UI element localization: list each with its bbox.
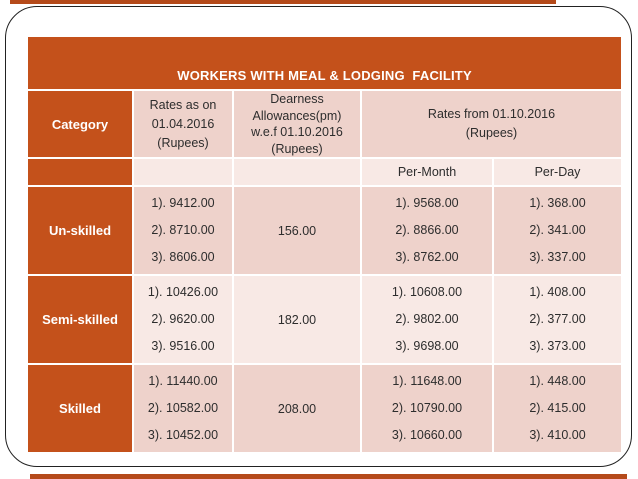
subheader-per-month: Per-Month — [362, 159, 492, 185]
rate-value: 3). 8762.00 — [395, 250, 459, 264]
rate-value: 2). 9802.00 — [395, 312, 459, 326]
rate-value: 3). 10660.00 — [391, 428, 463, 442]
header-line: (Rupees) — [157, 135, 209, 150]
rate-value: 1). 448.00 — [529, 374, 586, 388]
rate-value: 1). 408.00 — [529, 285, 586, 299]
cell-rates-as-on: 1). 11440.00 2). 10582.00 3). 10452.00 — [134, 365, 232, 452]
rate-value: 1). 11648.00 — [392, 374, 462, 388]
cell-rates-as-on: 1). 10426.00 2). 9620.00 3). 9516.00 — [134, 276, 232, 363]
rate-value: 2). 9620.00 — [151, 312, 215, 326]
header-line: (Rupees) — [271, 141, 323, 156]
cell-dearness-allowance: 182.00 — [234, 276, 360, 363]
rate-value: 1). 9568.00 — [395, 196, 459, 210]
wage-table: WORKERS WITH MEAL & LODGING FACILITY Cat… — [26, 35, 623, 454]
rate-value: 2). 8710.00 — [151, 223, 215, 237]
cell-per-month: 1). 11648.00 2). 10790.00 3). 10660.00 — [362, 365, 492, 452]
bottom-accent-strip — [30, 474, 627, 479]
subheader-spacer — [234, 159, 360, 185]
header-category: Category — [28, 91, 132, 157]
header-line: 01.04.2016 — [151, 116, 215, 131]
rate-value: 3). 9516.00 — [151, 339, 215, 353]
table-subheader-row: Per-Month Per-Day — [28, 159, 622, 185]
rate-value: 2). 10582.00 — [147, 401, 219, 415]
rate-value: 2). 8866.00 — [395, 223, 459, 237]
rate-value: 2). 377.00 — [529, 312, 586, 326]
row-unskilled: Un-skilled 1). 9412.00 2). 8710.00 3). 8… — [28, 187, 622, 274]
cell-dearness-allowance: 156.00 — [234, 187, 360, 274]
rate-value: 3). 337.00 — [529, 250, 586, 264]
cell-per-day: 1). 448.00 2). 415.00 3). 410.00 — [494, 365, 622, 452]
rate-value: 1). 10426.00 — [147, 285, 219, 299]
table-header-row: Category Rates as on 01.04.2016 (Rupees)… — [28, 91, 622, 157]
rate-value: 1). 10608.00 — [391, 285, 463, 299]
header-rates-as-on: Rates as on 01.04.2016 (Rupees) — [134, 91, 232, 157]
rate-value: 2). 10790.00 — [391, 401, 463, 415]
cell-dearness-allowance: 208.00 — [234, 365, 360, 452]
slide-frame-outline — [5, 6, 632, 467]
rate-value: 1). 11440.00 — [148, 374, 218, 388]
rate-value: 3). 8606.00 — [151, 250, 215, 264]
header-line: Dearness — [270, 92, 324, 106]
row-skilled: Skilled 1). 11440.00 2). 10582.00 3). 10… — [28, 365, 622, 452]
header-rates-from: Rates from 01.10.2016 (Rupees) — [362, 91, 622, 157]
cell-per-day: 1). 368.00 2). 341.00 3). 337.00 — [494, 187, 622, 274]
rate-value: 1). 368.00 — [529, 196, 586, 210]
cell-per-day: 1). 408.00 2). 377.00 3). 373.00 — [494, 276, 622, 363]
header-line: Allowances(pm) — [252, 108, 342, 123]
rate-value: 1). 9412.00 — [151, 196, 215, 210]
header-line: Rates as on — [149, 97, 217, 112]
subheader-per-day: Per-Day — [494, 159, 622, 185]
header-dearness-allowance: Dearness Allowances(pm) w.e.f 01.10.2016… — [234, 91, 360, 157]
top-accent-strip — [10, 0, 556, 4]
rate-value: 2). 341.00 — [529, 223, 586, 237]
rate-value: 3). 373.00 — [529, 339, 586, 353]
rate-value: 3). 9698.00 — [395, 339, 459, 353]
rate-value: 2). 415.00 — [529, 401, 586, 415]
cell-rates-as-on: 1). 9412.00 2). 8710.00 3). 8606.00 — [134, 187, 232, 274]
table-title: WORKERS WITH MEAL & LODGING FACILITY — [28, 37, 622, 89]
row-semi-skilled: Semi-skilled 1). 10426.00 2). 9620.00 3)… — [28, 276, 622, 363]
category-label: Semi-skilled — [28, 276, 132, 363]
cell-per-month: 1). 9568.00 2). 8866.00 3). 8762.00 — [362, 187, 492, 274]
subheader-spacer — [134, 159, 232, 185]
table-title-row: WORKERS WITH MEAL & LODGING FACILITY — [28, 37, 622, 89]
subheader-category-spacer — [28, 159, 132, 185]
header-line: w.e.f 01.10.2016 — [251, 125, 343, 139]
header-line: (Rupees) — [465, 126, 518, 140]
category-label: Un-skilled — [28, 187, 132, 274]
header-line: Rates from 01.10.2016 — [427, 107, 556, 121]
rate-value: 3). 410.00 — [529, 428, 586, 442]
cell-per-month: 1). 10608.00 2). 9802.00 3). 9698.00 — [362, 276, 492, 363]
rate-value: 3). 10452.00 — [147, 428, 219, 442]
category-label: Skilled — [28, 365, 132, 452]
